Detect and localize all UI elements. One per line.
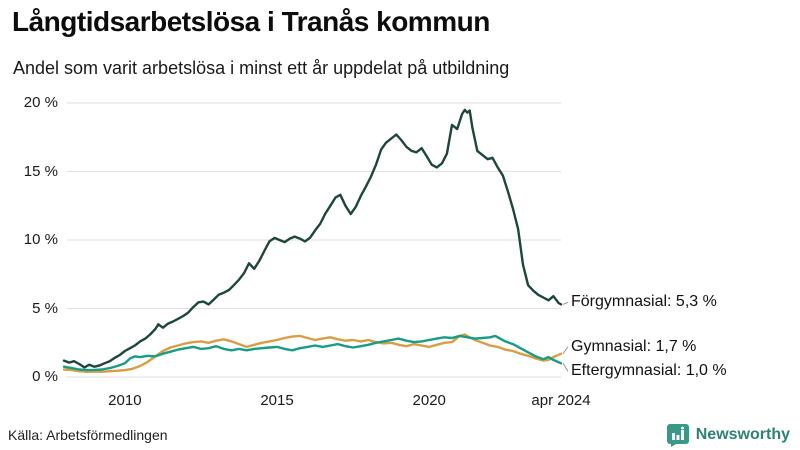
brand-footer: Newsworthy [666, 423, 790, 447]
y-tick-label: 15 % [23, 162, 58, 180]
series-label-eftergymnasial: Eftergymnasial: 1,0 % [571, 362, 727, 380]
y-tick-label: 10 % [23, 231, 58, 248]
line-eftergymnasial [62, 334, 563, 372]
label-connector [562, 346, 569, 355]
x-tick-label: 2020 [412, 392, 446, 409]
label-connector [562, 363, 569, 372]
series-label-förgymnasial: Förgymnasial: 5,3 % [571, 293, 717, 311]
y-tick-label: 0 % [32, 368, 58, 385]
x-tick-label: 2010 [108, 392, 142, 409]
x-tick-label: 2015 [260, 392, 294, 409]
page-title: Långtidsarbetslösa i Tranås kommun [12, 6, 490, 37]
x-tick-label: apr 2024 [531, 392, 591, 409]
source-note: Källa: Arbetsförmedlingen [8, 427, 168, 443]
newsworthy-logo-icon [666, 424, 689, 447]
line-gymnasial [62, 333, 563, 373]
chart-subtitle: Andel som varit arbetslösa i minst ett å… [13, 58, 510, 78]
y-tick-label: 20 % [23, 94, 58, 111]
y-tick-label: 5 % [32, 299, 58, 317]
line-förgymnasial [62, 108, 563, 369]
label-connector [562, 301, 569, 305]
brand-name: Newsworthy [695, 426, 790, 443]
series-label-gymnasial: Gymnasial: 1,7 % [571, 337, 697, 355]
